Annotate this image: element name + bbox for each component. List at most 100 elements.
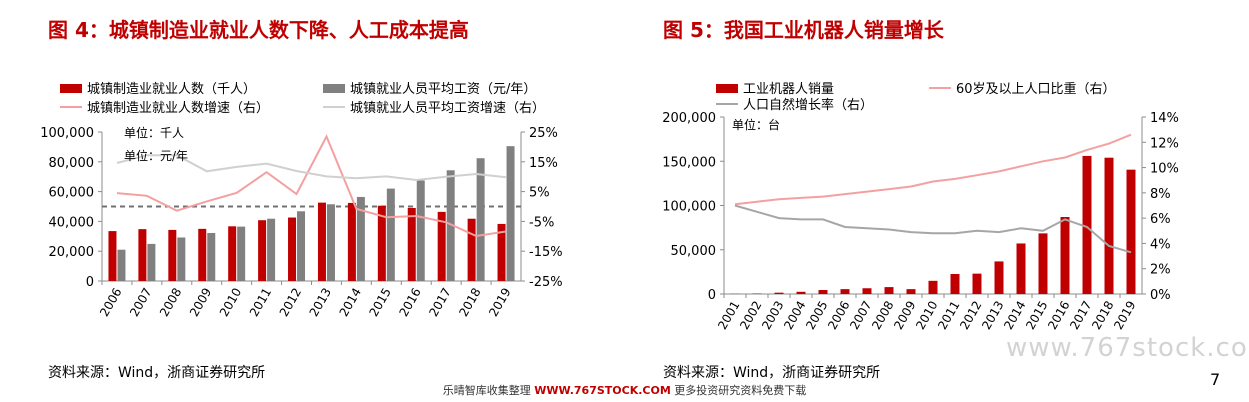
x-tick-label: 2014 [337, 286, 364, 319]
left-tick-label: 40,000 [49, 215, 95, 230]
bar-primary-2014 [1016, 243, 1026, 294]
bar-primary-2018 [1104, 157, 1114, 294]
bar-secondary-2013 [326, 204, 335, 281]
robot-sales-chart: 0 50,000 100,000 150,000 200,000 0% 2% 4% 6% 8% 10… [662, 81, 1179, 332]
page-number: 7 [1210, 370, 1221, 389]
footer-site-link[interactable]: WWW.767STOCK.COM [534, 384, 671, 397]
x-tick-label: 2016 [396, 286, 423, 319]
series-line-2 [116, 134, 507, 238]
bar-primary-2012 [972, 273, 982, 294]
left-tick-label: 60,000 [49, 186, 95, 201]
series-line-2 [734, 204, 1132, 254]
x-tick-label: 2011 [935, 299, 962, 332]
bar-primary-2017 [437, 211, 446, 281]
x-tick-label: 2005 [803, 299, 830, 332]
x-tick-label: 2001 [715, 299, 742, 332]
x-tick-label: 2017 [426, 286, 453, 319]
legend-label-1: 60岁及以上人口比重（右） [956, 81, 1116, 97]
bar-primary-2019 [497, 223, 506, 281]
right-tick-label: 8% [1150, 187, 1171, 202]
right-tick-label: -15% [529, 245, 563, 260]
left-tick-label: 0 [86, 275, 94, 290]
left-tick-label: 20,000 [49, 245, 95, 260]
right-tick-label: 2% [1150, 263, 1171, 278]
x-tick-label: 2003 [759, 299, 786, 332]
x-tick-label: 2006 [825, 299, 852, 332]
left-tick-label: 200,000 [662, 111, 716, 126]
bar-secondary-2008 [177, 237, 186, 281]
bar-primary-2007 [138, 229, 147, 281]
watermark: www.767stock.com [1006, 333, 1249, 363]
bar-primary-2006 [840, 289, 850, 294]
bar-secondary-2012 [297, 211, 306, 281]
right-tick-label: 12% [1150, 136, 1179, 151]
legend-swatch-0 [60, 84, 82, 93]
bar-primary-2015 [1038, 233, 1048, 294]
x-tick-label: 2019 [1111, 299, 1138, 332]
legend-label-2: 城镇制造业就业人数增速（右） [87, 101, 269, 116]
right-tick-label: -5% [529, 215, 554, 230]
right-tick-label: -25% [529, 275, 563, 290]
x-tick-label: 2014 [1001, 299, 1028, 332]
x-tick-label: 2015 [367, 286, 394, 319]
bar-primary-2013 [317, 202, 326, 281]
x-tick-label: 2008 [869, 299, 896, 332]
x-tick-label: 2004 [781, 299, 808, 332]
x-tick-label: 2018 [1089, 299, 1116, 332]
x-tick-label: 2010 [913, 299, 940, 332]
x-tick-label: 2015 [1023, 299, 1050, 332]
bar-secondary-2014 [356, 196, 365, 281]
x-tick-label: 2012 [277, 286, 304, 319]
bar-primary-2016 [407, 207, 416, 281]
bar-secondary-2011 [267, 218, 276, 281]
unit-annotation: 单位：台 [732, 117, 780, 132]
unit-annotation: 单位：千人 [124, 125, 184, 140]
right-tick-label: 5% [529, 186, 550, 201]
bar-primary-2014 [347, 202, 356, 281]
left-tick-label: 100,000 [662, 200, 716, 215]
x-tick-label: 2007 [127, 286, 154, 319]
legend-label-0: 工业机器人销量 [743, 82, 834, 97]
bar-primary-2009 [906, 289, 916, 294]
bar-primary-2010 [228, 226, 237, 281]
bar-primary-2011 [258, 220, 267, 281]
right-tick-label: 0% [1150, 288, 1171, 303]
x-tick-label: 2013 [979, 299, 1006, 332]
bar-primary-2013 [994, 261, 1004, 294]
x-tick-label: 2011 [247, 286, 274, 319]
legend-label-1: 城镇就业人员平均工资（元/年） [350, 82, 536, 97]
right-tick-label: 15% [529, 156, 558, 171]
figure-4-source: 资料来源：Wind，浙商证券研究所 [48, 365, 266, 381]
x-tick-label: 2010 [217, 286, 244, 319]
bar-secondary-2016 [416, 180, 425, 281]
figure-5-title: 图 5：我国工业机器人销量增长 [663, 18, 944, 42]
unit-annotation: 单位：元/年 [124, 148, 188, 163]
legend-label-2: 人口自然增长率（右） [743, 97, 873, 113]
x-tick-label: 2006 [97, 286, 124, 319]
x-tick-label: 2019 [486, 286, 513, 319]
series-line-1 [734, 133, 1132, 206]
bar-primary-2005 [818, 290, 828, 294]
left-tick-label: 150,000 [662, 155, 716, 170]
x-tick-label: 2018 [456, 286, 483, 319]
bar-primary-2010 [928, 280, 938, 294]
right-tick-label: 6% [1150, 212, 1171, 227]
right-tick-label: 25% [529, 126, 558, 141]
figure-5-source: 资料来源：Wind，浙商证券研究所 [663, 365, 881, 381]
bar-primary-2004 [796, 291, 806, 294]
bar-primary-2008 [168, 229, 177, 281]
bar-primary-2003 [774, 292, 784, 294]
bar-primary-2008 [884, 287, 894, 294]
x-tick-label: 2012 [957, 299, 984, 332]
bar-primary-2016 [1060, 217, 1070, 294]
right-tick-label: 10% [1150, 162, 1179, 177]
bar-secondary-2018 [476, 158, 485, 281]
x-tick-label: 2009 [187, 286, 214, 319]
x-tick-label: 2013 [307, 286, 334, 319]
footer-prefix: 乐晴智库收集整理 [442, 384, 531, 397]
right-tick-label: 4% [1150, 237, 1171, 252]
legend-swatch-1 [323, 84, 345, 93]
bar-primary-2015 [377, 205, 386, 281]
series-line-3 [116, 154, 507, 182]
left-tick-label: 0 [708, 288, 716, 303]
